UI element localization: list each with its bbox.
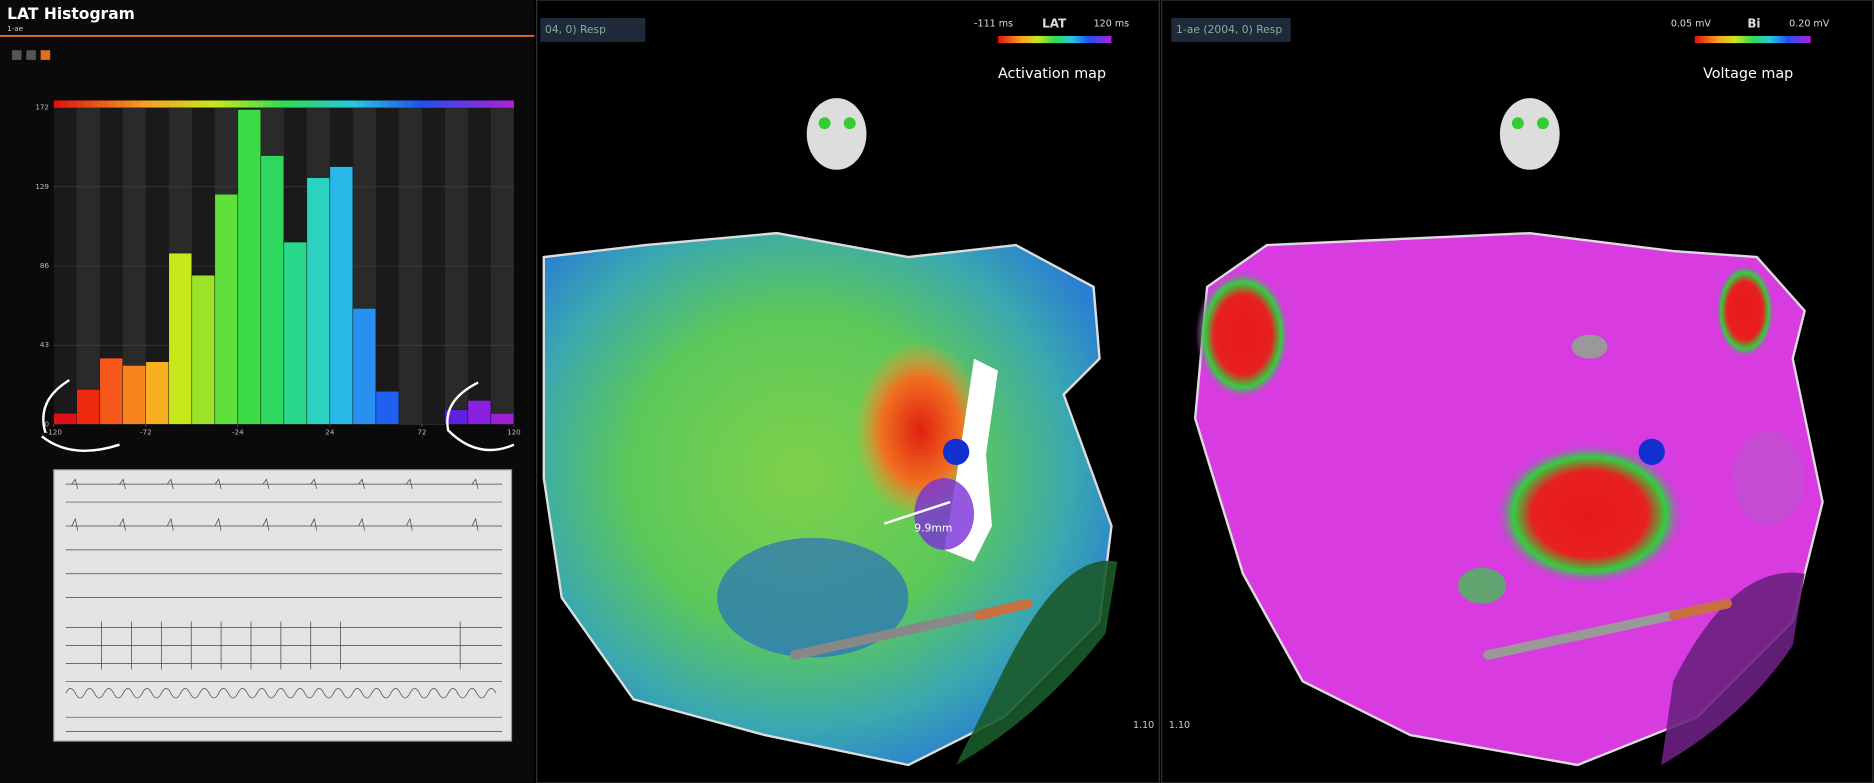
color-bar [53, 100, 514, 108]
scale-bar [997, 35, 1112, 44]
bar [467, 400, 492, 425]
histogram: 0 43 86 129 172 -120 -72 -24 24 72 120 [35, 103, 521, 437]
scale-bar [1694, 35, 1811, 44]
x-tick-label: 72 [417, 428, 426, 437]
bar [214, 193, 239, 425]
y-tick-label: 43 [40, 340, 49, 349]
orientation-head [806, 98, 867, 170]
highlight-arc [42, 379, 70, 434]
bar [283, 241, 308, 425]
bar [237, 109, 262, 425]
dropdown-text[interactable]: 1-ae (2004, 0) Resp [1176, 23, 1282, 36]
x-tick-label: 120 [507, 428, 521, 437]
scale-name: Bi [1747, 16, 1760, 30]
bar [306, 177, 331, 425]
bar [53, 413, 78, 425]
highlight-arc [41, 435, 120, 452]
scale-min: 0.05 mV [1671, 18, 1712, 29]
ecg-traces [65, 478, 502, 732]
highlight-arc [446, 381, 515, 452]
toolbar-button[interactable] [40, 50, 51, 60]
toolbar-button[interactable] [26, 50, 36, 60]
scale-max: 120 ms [1094, 18, 1130, 29]
x-tick-label: -72 [140, 428, 152, 437]
toolbar-button[interactable] [11, 50, 22, 60]
zoom: 1.10 [1133, 720, 1154, 731]
measure-line [884, 500, 951, 525]
ecg-image [53, 469, 513, 742]
early-zone [854, 340, 987, 520]
x-tick-label: 24 [325, 428, 335, 437]
bar [490, 413, 515, 425]
bar [168, 252, 193, 425]
bar [260, 155, 285, 425]
catheter-tip [942, 438, 970, 466]
dropdown-text[interactable]: 04, 0) Resp [545, 23, 606, 36]
bar [329, 166, 354, 425]
y-tick-label: 129 [35, 182, 49, 191]
y-tick-label: 172 [35, 103, 49, 112]
scale-name: LAT [1042, 16, 1067, 30]
x-tick-label: -120 [46, 428, 63, 437]
bar [375, 390, 400, 425]
bar [99, 357, 124, 425]
bar [352, 308, 377, 425]
bar [122, 365, 147, 425]
map-label: Voltage map [1703, 66, 1793, 82]
measurement: 9.9mm [914, 521, 952, 534]
orientation-head [1499, 98, 1560, 170]
scale-max: 0.20 mV [1789, 18, 1830, 29]
bar [191, 274, 216, 425]
low-voltage-zone [1195, 268, 1291, 401]
bar [145, 361, 170, 425]
dropdown[interactable] [1171, 18, 1291, 42]
dropdown[interactable] [540, 18, 646, 42]
scale-min: -111 ms [974, 18, 1013, 29]
map-label: Activation map [998, 66, 1106, 82]
panel-title: LAT Histogram [7, 5, 135, 23]
activation-surface [542, 231, 1113, 767]
x-tick-label: -24 [232, 428, 244, 437]
low-voltage-zone [1493, 442, 1686, 586]
catheter-tip [1638, 438, 1665, 466]
y-tick-label: 86 [40, 261, 50, 270]
zoom: 1.10 [1169, 720, 1190, 731]
panel-subtitle: 1-ae [7, 24, 24, 33]
bar [76, 389, 101, 425]
y-tick-label: 0 [44, 419, 49, 428]
